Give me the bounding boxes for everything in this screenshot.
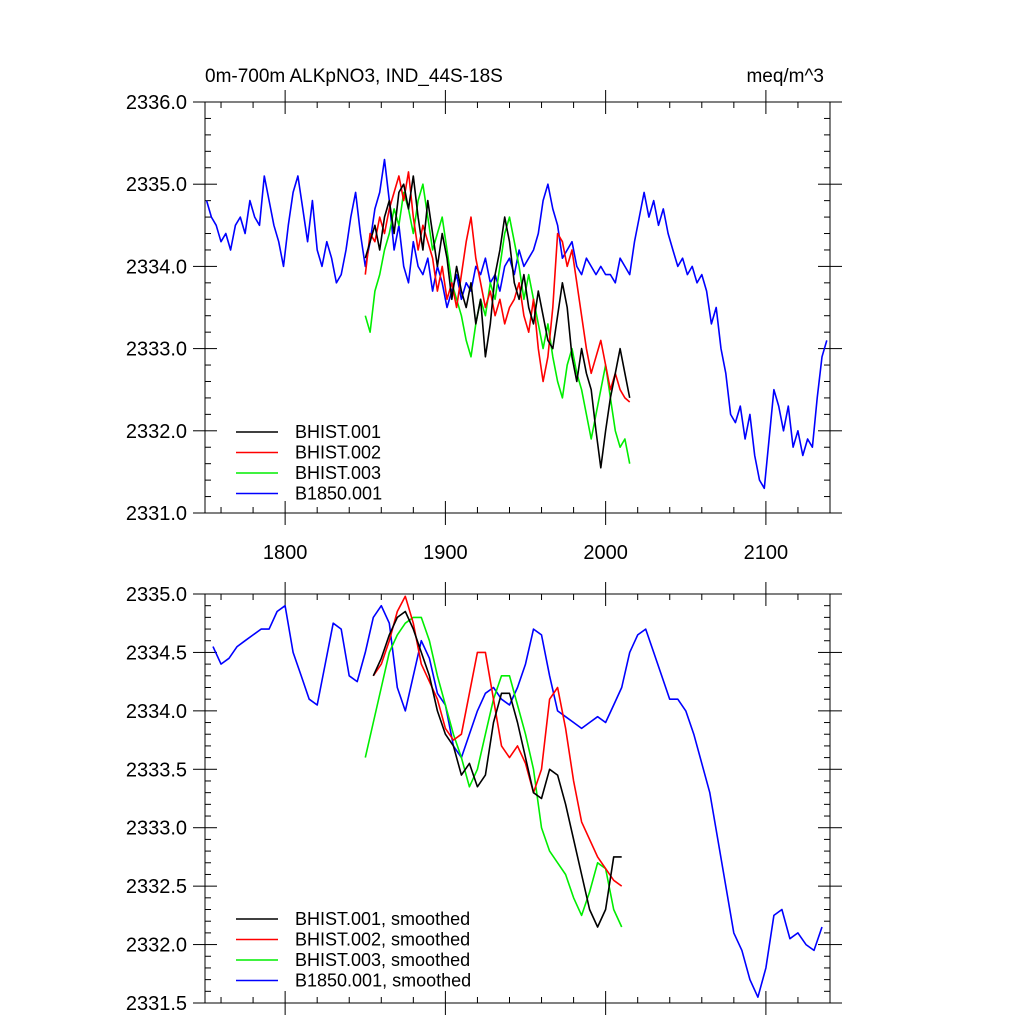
series-line-b1850-001-smoothed — [212, 604, 823, 999]
chart-panel-1: 1800 1900 2000 2100 2331.0 2332.0 2333.0 2334.0… — [126, 66, 842, 564]
y-tick-label: 2331.0 — [126, 503, 187, 525]
y-tick-label: 2334.0 — [126, 701, 187, 723]
y-tick-label: 2331.5 — [126, 993, 187, 1015]
y-tick-label: 2334.0 — [126, 256, 187, 278]
legend-label: BHIST.002 — [295, 443, 381, 463]
y-tick-label: 2333.0 — [126, 818, 187, 840]
y-tick-label: 2335.0 — [126, 584, 187, 606]
y-tick-label: 2335.0 — [126, 174, 187, 196]
units-label: meq/m^3 — [746, 66, 824, 87]
chart-title: 0m-700m ALKpNO3, IND_44S-18S — [205, 66, 503, 87]
series-line-bhist-003 — [364, 183, 631, 464]
y-tick-label: 2333.0 — [126, 339, 187, 361]
chart-panel-2: 2331.5 2332.0 2332.5 2333.0 2333.5 2334.0 2334… — [126, 582, 842, 1015]
series-layer — [205, 158, 828, 490]
legend-label: B1850.001 — [295, 484, 382, 504]
legend-label: BHIST.003 — [295, 463, 381, 483]
y-tick-label: 2332.0 — [126, 421, 187, 443]
legend-label: BHIST.001, smoothed — [295, 909, 470, 929]
legend-label: BHIST.003, smoothed — [295, 950, 470, 970]
y-tick-label: 2332.5 — [126, 876, 187, 898]
x-tick-label: 1900 — [423, 542, 468, 564]
x-tick-label: 2000 — [583, 542, 628, 564]
x-tick-label: 1800 — [263, 542, 308, 564]
y-tick-label: 2334.5 — [126, 642, 187, 664]
series-layer — [212, 595, 823, 999]
y-tick-label: 2332.0 — [126, 935, 187, 957]
x-tick-label: 2100 — [744, 542, 789, 564]
series-line-bhist-001 — [364, 175, 631, 469]
series-line-b1850-001 — [205, 158, 828, 490]
y-tick-label: 2333.5 — [126, 759, 187, 781]
series-line-bhist-002 — [364, 171, 631, 403]
plot-frame — [204, 593, 831, 1004]
legend-label: B1850.001, smoothed — [295, 971, 471, 991]
legend-label: BHIST.002, smoothed — [295, 930, 470, 950]
series-line-bhist-002-smoothed — [372, 595, 623, 887]
plot-frame — [204, 101, 831, 514]
series-line-bhist-001-smoothed — [372, 610, 622, 928]
y-tick-label: 2336.0 — [126, 92, 187, 114]
legend-label: BHIST.001 — [295, 422, 381, 442]
